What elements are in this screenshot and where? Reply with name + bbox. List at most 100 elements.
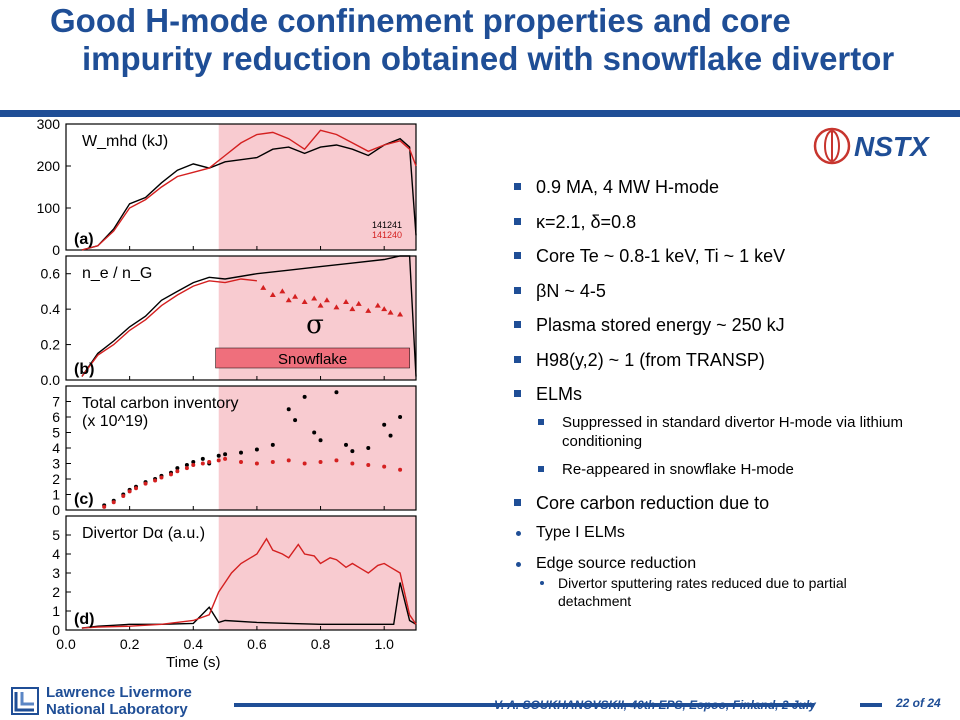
data-point-141240 — [382, 464, 387, 469]
footer-citation: V. A. SOUKHANOVSKII, 40th EPS, Espoo, Fi… — [494, 698, 816, 712]
data-point-141241 — [350, 449, 355, 454]
series-line-141240 — [81, 278, 257, 377]
y-tick-label: 0 — [52, 242, 60, 258]
data-point-141240 — [143, 481, 148, 486]
bullet-carbon-reduction: Core carbon reduction due to Type I ELMs… — [510, 492, 910, 610]
data-point-141241 — [312, 430, 317, 435]
series-line-141241 — [81, 582, 417, 629]
bullet-edge-source: Edge source reduction Divertor sputterin… — [510, 554, 910, 610]
data-point-triangle-141240 — [343, 299, 349, 305]
data-point-141240 — [184, 466, 189, 471]
x-tick-label: 0.0 — [56, 636, 76, 652]
data-point-triangle-141240 — [317, 302, 324, 308]
title-line-2: impurity reduction obtained with snowfla… — [82, 40, 895, 77]
y-tick-label: 200 — [37, 158, 61, 174]
shot-number-141241: 141241 — [372, 220, 402, 230]
data-point-141241 — [388, 433, 393, 438]
data-point-141240 — [366, 463, 371, 468]
data-point-141240 — [254, 461, 259, 466]
data-point-141240 — [191, 463, 196, 468]
y-tick-label: 0.4 — [41, 301, 61, 317]
y-tick-label: 0 — [52, 622, 60, 638]
data-point-141240 — [127, 489, 132, 494]
series-line-141241 — [81, 137, 417, 251]
series-line-141240 — [81, 129, 417, 251]
snowflake-shade — [218, 386, 416, 510]
x-tick-label: 0.8 — [311, 636, 331, 652]
series-line-141241 — [81, 255, 417, 377]
y-tick-label: 5 — [52, 527, 60, 543]
x-tick-label: 0.4 — [184, 636, 204, 652]
y-tick-label: 0 — [52, 502, 60, 518]
data-point-141241 — [366, 446, 371, 450]
panel-quantity-label: Total carbon inventory — [82, 395, 239, 412]
y-tick-label: 0.6 — [41, 266, 61, 282]
data-point-141240 — [102, 504, 107, 509]
bullet-stored-energy: Plasma stored energy ~ 250 kJ — [510, 314, 910, 336]
data-point-triangle-141240 — [323, 297, 330, 303]
data-point-141241 — [191, 459, 196, 464]
data-point-triangle-141240 — [381, 306, 388, 312]
data-point-triangle-141240 — [333, 304, 340, 310]
y-tick-label: 3 — [52, 456, 60, 472]
footer-rule — [234, 703, 814, 707]
bullet-list: 0.9 MA, 4 MW H-mode κ=2.1, δ=0.8 Core Te… — [510, 176, 910, 622]
data-point-141240 — [111, 500, 116, 505]
slide-title: Good H-mode confinement properties and c… — [50, 2, 894, 78]
y-tick-label: 0.0 — [41, 372, 61, 388]
data-point-triangle-141240 — [374, 302, 381, 308]
data-point-141240 — [318, 459, 323, 464]
panel-letter: (c) — [74, 491, 94, 508]
data-point-141240 — [223, 456, 228, 461]
panel-quantity-label: Divertor Dα (a.u.) — [82, 525, 205, 542]
x-axis-title: Time (s) — [166, 654, 220, 671]
data-point-triangle-141240 — [292, 293, 299, 299]
data-point-141241 — [175, 466, 180, 471]
nstx-logo-text: NSTX — [854, 131, 929, 162]
title-line-1: Good H-mode confinement properties and c… — [50, 2, 791, 39]
bullet-beta-n: βN ~ 4-5 — [510, 280, 910, 302]
data-point-141240 — [216, 458, 221, 463]
page-rule — [860, 703, 882, 707]
data-point-141241 — [216, 453, 221, 458]
data-point-141240 — [286, 458, 291, 463]
panel-quantity-label: n_e / n_G — [82, 265, 152, 282]
data-point-141240 — [270, 459, 275, 464]
series-line-141240 — [81, 537, 417, 629]
bullet-h98: H98(y,2) ~ 1 (from TRANSP) — [510, 349, 910, 371]
panel-frame — [65, 123, 417, 251]
panel-quantity-label: W_mhd (kJ) — [82, 133, 168, 150]
llnl-wordmark: Lawrence Livermore National Laboratory — [46, 684, 192, 718]
snowflake-bar-label: Snowflake — [278, 351, 347, 368]
x-tick-label: 0.6 — [247, 636, 267, 652]
data-point-triangle-141240 — [301, 299, 308, 305]
shot-number-141240: 141240 — [372, 230, 402, 240]
data-point-141240 — [398, 467, 403, 472]
data-point-141241 — [200, 456, 205, 461]
bullet-divertor-sputtering: Divertor sputtering rates reduced due to… — [536, 574, 910, 610]
llnl-line-2: National Laboratory — [46, 701, 188, 718]
page-number: 22 of 24 — [896, 696, 941, 710]
data-point-triangle-141240 — [349, 306, 356, 312]
y-tick-label: 1 — [52, 603, 60, 619]
data-point-141241 — [302, 394, 307, 399]
x-tick-label: 0.2 — [120, 636, 140, 652]
bullet-core-temperature: Core Te ~ 0.8-1 keV, Ti ~ 1 keV — [510, 245, 910, 267]
data-point-141241 — [293, 418, 298, 423]
y-tick-label: 0.2 — [41, 337, 61, 353]
bullet-elms-reappeared: Re-appeared in snowflake H-mode — [536, 460, 910, 479]
data-point-141241 — [254, 447, 259, 452]
x-tick-label: 1.0 — [374, 636, 394, 652]
sigma-symbol: σ — [306, 310, 324, 340]
panel-letter: (b) — [74, 361, 94, 378]
y-tick-label: 4 — [52, 440, 60, 456]
data-point-141240 — [169, 472, 173, 477]
data-point-triangle-141240 — [355, 300, 362, 306]
data-point-triangle-141240 — [397, 311, 404, 317]
y-tick-label: 300 — [37, 118, 61, 132]
data-point-141240 — [200, 461, 205, 466]
data-point-141241 — [318, 438, 323, 443]
data-point-triangle-141240 — [365, 307, 372, 313]
llnl-line-1: Lawrence Livermore — [46, 684, 192, 701]
